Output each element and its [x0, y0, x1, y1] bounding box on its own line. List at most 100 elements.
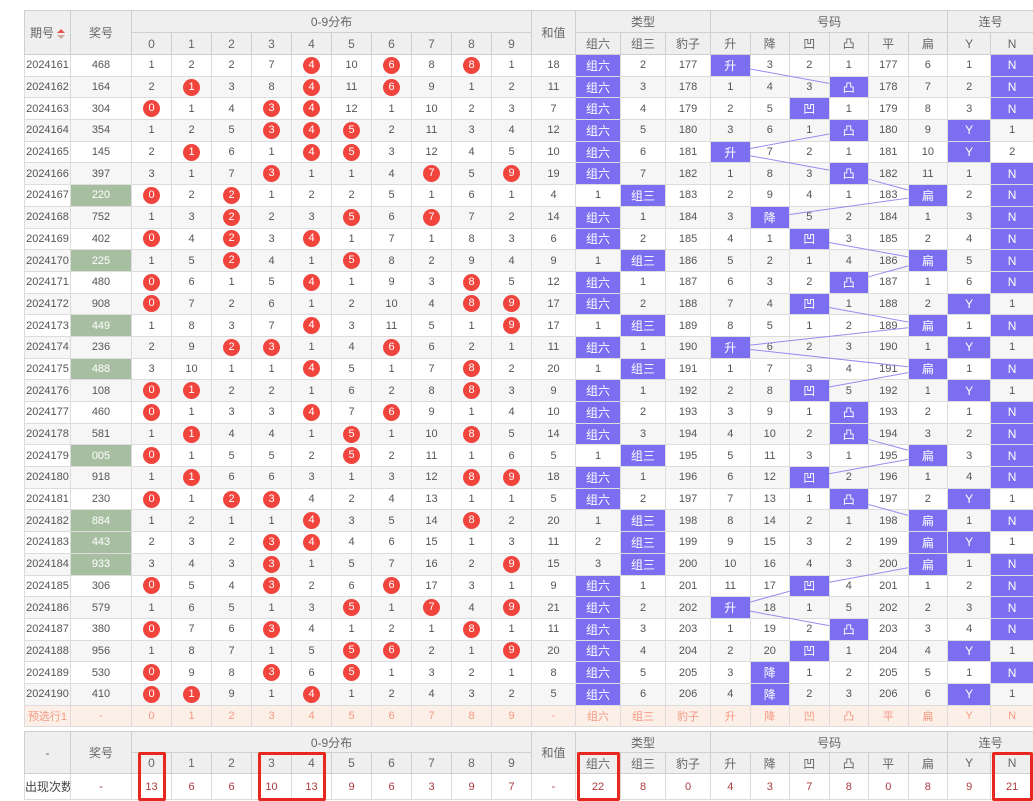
- count-dist-cell: 13: [291, 773, 332, 801]
- num-cell: 1: [789, 487, 830, 511]
- type-cell: 205: [665, 661, 712, 684]
- dist-cell: 2: [131, 75, 172, 99]
- sum-cell: 9: [531, 574, 577, 598]
- hit-circle: 9: [503, 295, 520, 313]
- hit-circle: 4: [303, 56, 320, 74]
- preselect-dist-cell[interactable]: 4: [291, 704, 332, 728]
- dist-cell: 1: [131, 54, 172, 77]
- preselect-dist-cell[interactable]: 9: [490, 704, 533, 728]
- dist-cell: 3: [371, 466, 412, 489]
- header-period-sort[interactable]: 期号: [24, 10, 71, 55]
- count-dist-cell: 3: [411, 773, 452, 801]
- preselect-type-cell[interactable]: 豹子: [665, 704, 712, 728]
- hit-circle: 1: [183, 382, 200, 400]
- num-cell: 8: [710, 509, 751, 533]
- type-cell: 7: [620, 162, 667, 186]
- num-cell: 凹: [789, 292, 830, 316]
- preselect-dist-cell[interactable]: 8: [451, 704, 492, 728]
- dist-cell: 1: [451, 639, 492, 663]
- preselect-lian-cell[interactable]: Y: [947, 704, 992, 728]
- preselect-num-cell[interactable]: 凸: [828, 704, 870, 728]
- preselect-prize[interactable]: -: [70, 704, 132, 728]
- preselect-num-cell[interactable]: 升: [710, 704, 751, 728]
- num-cell: 4: [710, 422, 751, 446]
- prize-cell: 164: [70, 75, 132, 99]
- preselect-dist-cell[interactable]: 7: [411, 704, 452, 728]
- num-cell: 2: [749, 249, 791, 272]
- preselect-type-cell[interactable]: 组六: [575, 704, 622, 728]
- lian-cell: 2: [990, 140, 1033, 164]
- prize-cell: 108: [70, 379, 132, 402]
- type-cell: 组六: [575, 140, 622, 164]
- data-row: 2024173 449 1 8 3 7 4 3 11 5 1 9 17 1 组三 189 8 5 1 2 189 扁 1 N: [24, 314, 1033, 337]
- num-cell: 升: [710, 596, 751, 619]
- type-cell: 组三: [620, 249, 667, 272]
- num-cell: 3: [710, 661, 751, 684]
- preselect-num-cell[interactable]: 平: [868, 704, 909, 728]
- dist-cell: 4: [291, 617, 332, 641]
- num-cell: 189: [868, 314, 909, 337]
- preselect-sum[interactable]: -: [531, 704, 577, 728]
- sum-cell: 20: [531, 509, 577, 533]
- dist-cell: 5: [490, 422, 533, 446]
- dist-cell: 4: [490, 119, 533, 142]
- preselect-num-cell[interactable]: 凹: [789, 704, 830, 728]
- num-cell: 11: [749, 444, 791, 468]
- preselect-lian-cell[interactable]: N: [990, 704, 1033, 728]
- lian-cell: 1: [947, 401, 992, 424]
- dist-cell: 10: [171, 357, 212, 381]
- dist-cell: 4: [490, 401, 533, 424]
- dist-cell: 2: [211, 379, 252, 402]
- lian-cell: N: [990, 422, 1033, 446]
- dist-cell: 1: [171, 422, 212, 446]
- sum-cell: 12: [531, 119, 577, 142]
- num-cell: 2: [907, 227, 949, 251]
- num-cell: 9: [749, 401, 791, 424]
- type-cell: 组三: [620, 531, 667, 554]
- type-cell: 组六: [575, 54, 622, 77]
- preselect-dist-cell[interactable]: 3: [251, 704, 292, 728]
- preselect-dist-cell[interactable]: 1: [171, 704, 212, 728]
- dist-cell: 1: [451, 444, 492, 468]
- dist-cell: 4: [291, 401, 332, 424]
- dist-cell: 4: [331, 335, 372, 359]
- preselect-dist-cell[interactable]: 5: [331, 704, 372, 728]
- hit-circle: 8: [463, 382, 480, 400]
- dist-cell: 5: [331, 249, 372, 272]
- preselect-num-cell[interactable]: 降: [749, 704, 791, 728]
- num-cell: 2: [907, 596, 949, 619]
- data-row: 2024176 108 0 1 2 2 1 6 2 8 8 3 9 组六 1 192 2 8 凹 5 192 1 Y 1: [24, 379, 1033, 402]
- dist-cell: 2: [331, 184, 372, 207]
- preselect-dist-cell[interactable]: 6: [371, 704, 412, 728]
- period-cell: 2024172: [24, 292, 71, 316]
- preselect-dist-cell[interactable]: 0: [131, 704, 172, 728]
- dist-cell: 0: [131, 487, 172, 511]
- preselect-label[interactable]: 预选行1: [24, 704, 71, 728]
- hit-circle: 3: [263, 533, 280, 551]
- hit-circle: 1: [183, 78, 200, 96]
- preselect-num-cell[interactable]: 扁: [907, 704, 949, 728]
- dist-cell: 2: [371, 119, 412, 142]
- dist-cell: 1: [451, 314, 492, 337]
- sort-icon[interactable]: [57, 28, 65, 39]
- data-row: 2024165 145 2 1 6 1 4 5 3 12 4 5 10 组六 6 181 升 7 2 1 181 10 Y 2: [24, 140, 1033, 164]
- prize-cell: 468: [70, 54, 132, 77]
- data-row: 2024186 579 1 6 5 1 3 5 1 7 4 9 21 组六 2 202 升 18 1 5 202 2 3 N: [24, 596, 1033, 619]
- dist-cell: 9: [211, 682, 252, 706]
- dist-cell: 2: [451, 552, 492, 576]
- dist-cell: 4: [490, 249, 533, 272]
- hit-circle: 6: [383, 56, 400, 74]
- hit-circle: 7: [423, 208, 440, 226]
- dist-cell: 1: [451, 75, 492, 99]
- dist-cell: 2: [331, 487, 372, 511]
- period-cell: 2024188: [24, 639, 71, 663]
- dist-cell: 5: [331, 422, 372, 446]
- hit-circle: 9: [503, 599, 520, 617]
- num-cell: 4: [907, 639, 949, 663]
- num-cell: 4: [789, 184, 830, 207]
- preselect-type-cell[interactable]: 组三: [620, 704, 667, 728]
- preselect-dist-cell[interactable]: 2: [211, 704, 252, 728]
- lian-cell: N: [990, 97, 1033, 121]
- stats-header-prize: 奖号: [70, 731, 132, 775]
- num-cell: 5: [749, 97, 791, 121]
